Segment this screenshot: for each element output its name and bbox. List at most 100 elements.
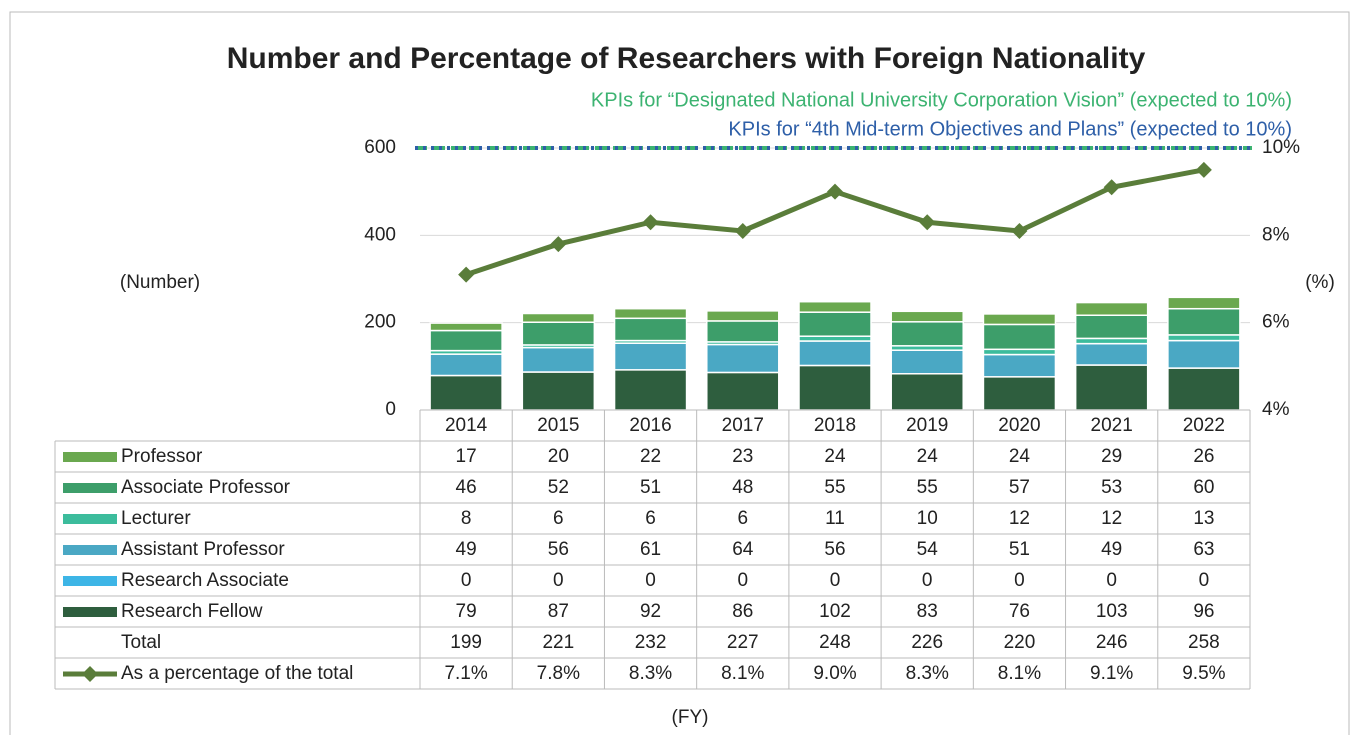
reference-label: KPIs for “4th Mid-term Objectives and Pl… [728,118,1292,140]
bar-segment [429,353,503,377]
line-marker [1195,161,1212,178]
table-value: 12 [1009,508,1030,529]
legend-label: Assistant Professor [121,539,285,560]
table-value: 61 [640,539,661,560]
bar-segment [798,311,872,337]
x-tick-label: 2015 [537,415,579,436]
y-tick-label: 400 [364,224,396,245]
table-value: 0 [922,570,933,591]
bar-segment [706,310,780,322]
bar-segment [521,346,596,373]
bar-segment [1074,342,1149,366]
legend-key [63,514,117,524]
table-value: 24 [824,446,846,467]
x-tick-label: 2017 [722,415,764,436]
legend-key [63,576,117,586]
table-value: 49 [1101,539,1122,560]
bar-segment [890,310,964,323]
table-value: 55 [824,477,845,498]
legend-key [63,607,117,617]
table-value: 0 [553,570,564,591]
bar-segment [1167,334,1241,342]
table-value: 87 [548,601,569,622]
bar-segment [706,371,780,411]
total-value: 226 [911,632,943,653]
table-value: 13 [1193,508,1214,529]
table-value: 55 [917,477,938,498]
table-value: 0 [830,570,841,591]
table-value: 49 [456,539,477,560]
bar-segment [429,329,503,352]
table-value: 96 [1193,601,1214,622]
bar-segment [890,321,964,347]
bar-segment [982,323,1057,351]
y-tick-label: 200 [364,312,396,333]
table-value: 8.1% [721,663,764,684]
total-value: 232 [635,632,667,653]
table-value: 60 [1193,477,1214,498]
table-value: 6 [645,508,656,529]
table-value: 51 [1009,539,1030,560]
total-value: 199 [450,632,482,653]
table-value: 53 [1101,477,1122,498]
bar-segment [613,369,688,411]
bar-segment [1074,301,1149,316]
line-marker [1011,222,1028,239]
line-marker [734,222,751,239]
bar-segment [982,376,1057,411]
x-axis-label: (FY) [672,707,709,728]
total-value: 248 [819,632,851,653]
table-value: 6 [553,508,564,529]
table-value: 17 [456,446,477,467]
table-value: 9.5% [1182,663,1225,684]
bar-segment [521,371,596,411]
y2-axis-label: (%) [1305,272,1335,293]
table-value: 102 [819,601,851,622]
table-value: 7.8% [537,663,580,684]
frame [9,11,1350,740]
y2-tick-label: 6% [1262,312,1290,333]
bar-segment [982,348,1057,356]
bar-segment [982,313,1057,326]
bar-segment [613,307,688,320]
legend-key [63,452,117,462]
bar-segment [798,340,872,367]
line-marker [642,214,659,231]
x-tick-label: 2014 [445,415,488,436]
table-value: 8.3% [629,663,672,684]
legend-key [63,483,117,493]
legend-label: Professor [121,446,203,467]
bar-segment [521,312,596,323]
table-value: 26 [1193,446,1214,467]
x-tick-label: 2018 [814,415,856,436]
bar-segment [890,349,964,375]
bar-segment [1167,339,1241,369]
table-value: 83 [917,601,938,622]
legend-label: Associate Professor [121,477,291,498]
table-value: 11 [825,508,845,529]
table-value: 51 [640,477,661,498]
table-value: 103 [1096,601,1128,622]
bar-segment [429,374,503,411]
table-value: 48 [732,477,753,498]
table-value: 76 [1009,601,1030,622]
table-value: 7.1% [444,663,487,684]
legend-label: Research Associate [121,570,289,591]
table-value: 8.3% [906,663,949,684]
table-value: 92 [640,601,661,622]
table-value: 0 [737,570,748,591]
line-marker [458,266,475,283]
y-tick-label: 600 [364,137,396,158]
table-value: 12 [1101,508,1122,529]
table-value: 86 [732,601,753,622]
x-tick-label: 2020 [998,415,1040,436]
legend-label: Research Fellow [121,601,263,622]
reference-label: KPIs for “Designated National University… [591,89,1292,111]
table-value: 46 [456,477,477,498]
table-value: 20 [548,446,569,467]
table-value: 6 [737,508,748,529]
y2-tick-label: 4% [1262,399,1290,420]
x-tick-label: 2019 [906,415,948,436]
table-value: 8 [461,508,472,529]
